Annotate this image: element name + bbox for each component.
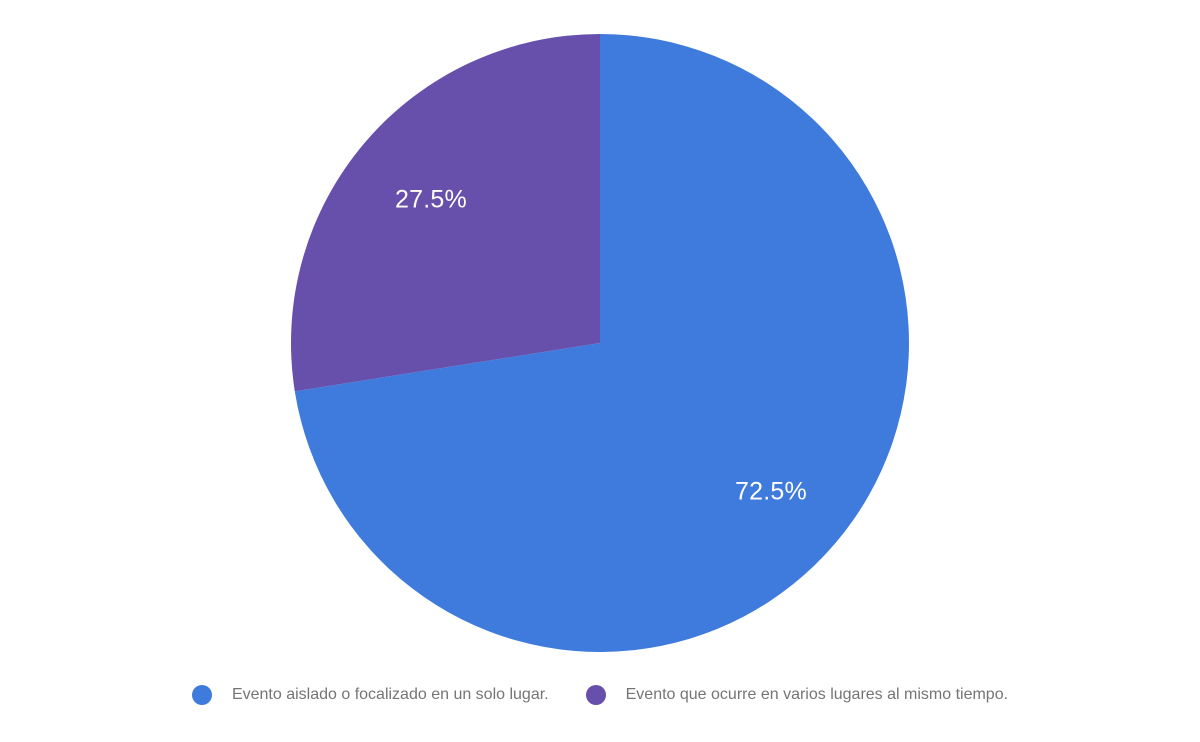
pie-slice-evento-varios-lugares[interactable] [290, 33, 600, 392]
pie-slice-evento-aislado[interactable] [294, 34, 909, 652]
pie-slices [290, 33, 909, 652]
legend-item-evento-aislado[interactable]: Evento aislado o focalizado en un solo l… [191, 685, 549, 705]
legend-item-label: Evento que ocurre en varios lugares al m… [625, 686, 1009, 703]
legend-item-evento-varios-lugares[interactable]: Evento que ocurre en varios lugares al m… [585, 685, 1009, 705]
pie-svg [290, 33, 909, 652]
legend-swatch-icon [191, 685, 212, 705]
pie-plot-area: 72.5% 27.5% [290, 33, 909, 652]
chart-legend: Evento aislado o focalizado en un solo l… [0, 668, 1200, 722]
legend-swatch-icon [585, 685, 606, 705]
legend-item-label: Evento aislado o focalizado en un solo l… [231, 686, 549, 703]
